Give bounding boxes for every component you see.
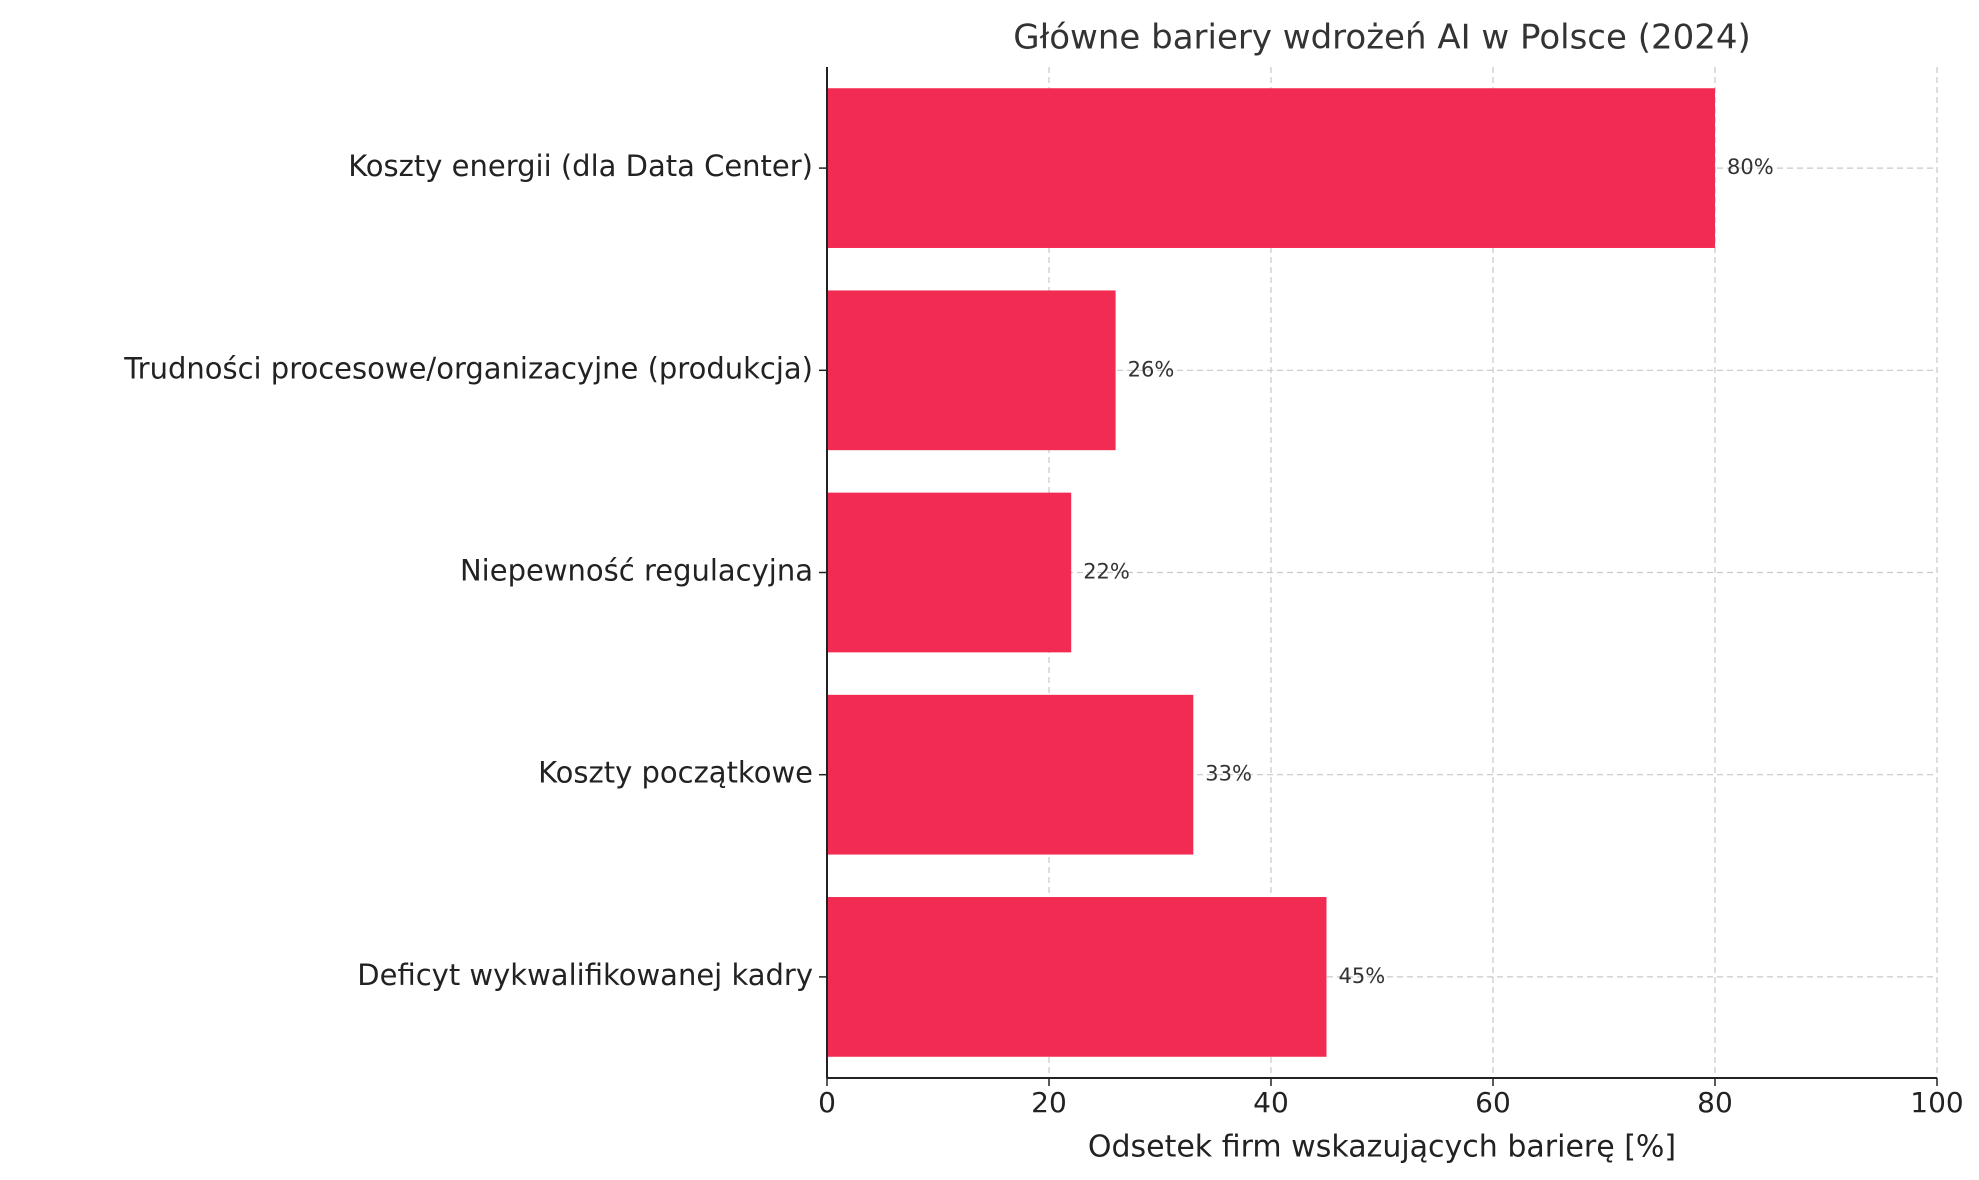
y-tick-label: Trudności procesowe/organizacyjne (produ… bbox=[123, 351, 813, 385]
value-label: 22% bbox=[1083, 560, 1130, 584]
x-tick-label: 0 bbox=[818, 1086, 836, 1119]
x-axis-label: Odsetek firm wskazujących barierę [%] bbox=[1088, 1130, 1676, 1165]
bar bbox=[827, 492, 1072, 653]
chart-title: Główne bariery wdrożeń AI w Polsce (2024… bbox=[1013, 18, 1751, 58]
bar bbox=[827, 694, 1194, 855]
y-tick-label: Koszty energii (dla Data Center) bbox=[348, 149, 813, 183]
x-tick-label: 60 bbox=[1475, 1086, 1511, 1119]
x-tick-label: 100 bbox=[1910, 1086, 1963, 1119]
y-tick-label: Koszty początkowe bbox=[538, 756, 813, 790]
value-label: 80% bbox=[1727, 155, 1774, 179]
y-tick-label: Deficyt wykwalifikowanej kadry bbox=[357, 958, 813, 992]
x-tick-label: 40 bbox=[1253, 1086, 1289, 1119]
value-label: 26% bbox=[1128, 357, 1175, 381]
bar bbox=[827, 897, 1327, 1057]
value-label: 45% bbox=[1339, 964, 1386, 988]
bar bbox=[827, 88, 1715, 248]
y-tick-label: Niepewność regulacyjna bbox=[460, 554, 813, 588]
x-tick-label: 20 bbox=[1031, 1086, 1067, 1119]
value-label: 33% bbox=[1205, 762, 1252, 786]
bar bbox=[827, 290, 1116, 451]
x-tick-label: 80 bbox=[1697, 1086, 1733, 1119]
